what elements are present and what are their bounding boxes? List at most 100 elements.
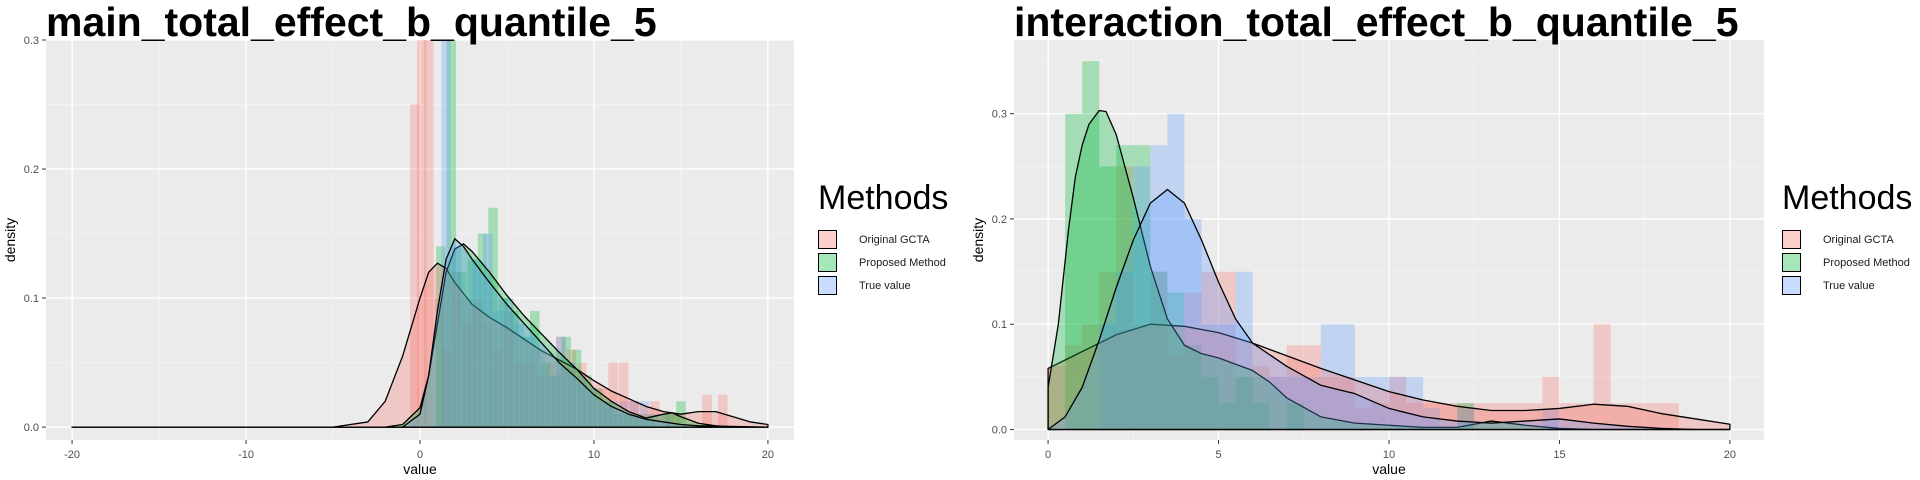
legend-title: Methods [818, 179, 949, 217]
histogram-bar [1082, 61, 1100, 430]
histogram-bar [462, 298, 472, 428]
legend-key [818, 253, 837, 272]
histogram-bar [535, 349, 545, 428]
histogram-bar [1406, 403, 1424, 430]
histogram-bar [540, 362, 551, 428]
x-tick-label: 0 [1045, 449, 1051, 461]
legend-label: Proposed Method [1823, 256, 1910, 269]
histogram-bar [1457, 403, 1475, 430]
histogram-bar [1201, 271, 1219, 430]
histogram-bar [1184, 345, 1202, 430]
histogram-bar [597, 401, 608, 428]
histogram-bar [639, 414, 650, 428]
histogram-bar [514, 362, 524, 428]
histogram-bar [1218, 403, 1236, 430]
histogram-bar [503, 298, 514, 428]
histogram-bar [1099, 324, 1117, 430]
histogram-bar [545, 362, 556, 428]
y-tick-label: 0.2 [992, 214, 1007, 226]
histogram-bar [483, 323, 493, 428]
legend-label: Proposed Method [859, 256, 946, 269]
histogram-bar [441, 40, 451, 428]
histogram-bar [519, 336, 530, 428]
histogram-bar [441, 349, 451, 428]
histogram-bar [1286, 403, 1304, 430]
histogram-bar [603, 401, 613, 428]
histogram-bar [1048, 366, 1066, 430]
histogram-bar [582, 375, 592, 428]
histogram-bar [608, 401, 618, 428]
histogram-bar [493, 349, 504, 428]
histogram-bar [1099, 166, 1117, 430]
histogram-bar [587, 388, 597, 428]
histogram-bar [1661, 403, 1679, 430]
histogram-bar [556, 336, 566, 428]
y-tick-label: 0.3 [992, 109, 1007, 121]
histogram-bar [566, 349, 577, 428]
y-tick-label: 0.0 [24, 422, 39, 434]
legend-label: Original GCTA [1823, 233, 1894, 246]
histogram-bar [597, 388, 608, 428]
histogram-bar [467, 259, 477, 428]
densities [71, 238, 769, 428]
histogram-bar [451, 246, 462, 428]
histogram-bar [1065, 113, 1083, 430]
histogram-bar [571, 349, 582, 428]
histogram-bar [530, 310, 540, 428]
histogram-bar [472, 298, 483, 428]
legend-key [1782, 230, 1801, 249]
histogram-bar [608, 362, 618, 428]
histogram-bar [1610, 403, 1628, 430]
histogram-bar [1354, 376, 1372, 430]
histogram-bar [1235, 271, 1253, 430]
histogram-bar [1593, 324, 1611, 430]
histogram-bar [1235, 376, 1253, 430]
histogram-bar [576, 375, 587, 428]
legend-label: True value [859, 279, 911, 292]
histogram-bar [416, 40, 427, 428]
histogram-bar [1457, 403, 1475, 430]
density-curve [71, 262, 769, 428]
histogram-bar [514, 323, 524, 428]
histogram-bar [1542, 376, 1560, 430]
histogram-bar [498, 298, 509, 428]
histogram-bar [1423, 408, 1441, 430]
x-tick-label: -20 [64, 449, 80, 461]
histogram-bar [1252, 376, 1270, 430]
histogram-bar [1201, 376, 1219, 430]
y-tick-label: 0.1 [24, 293, 39, 305]
histogram-bar [436, 246, 446, 428]
histogram-bar [545, 375, 556, 428]
chart-title: interaction_total_effect_b_quantile_5 [1014, 0, 1739, 45]
histogram-bar [1150, 271, 1168, 430]
legend-item-true-value: True value [818, 274, 958, 297]
histogram-bar [660, 414, 671, 428]
histogram-bar [1320, 376, 1338, 430]
histogram-bar [434, 298, 444, 428]
histogram-bar [1184, 218, 1202, 430]
histogram-bar [1508, 403, 1526, 430]
legend: Methods Original GCTA Proposed Method Tr… [818, 178, 958, 297]
y-tick-label: 0.2 [24, 164, 39, 176]
legend-key [1782, 253, 1801, 272]
legend-key [1782, 276, 1801, 295]
histogram-bar [493, 310, 504, 428]
histogram-bar [446, 40, 457, 428]
histogram-bar [423, 40, 434, 428]
histogram-bar [566, 362, 577, 428]
histogram-bar [613, 414, 624, 428]
histogram-bar [451, 272, 462, 428]
histogram-bar [1133, 324, 1151, 430]
histogram-bar [1269, 376, 1287, 430]
histogram-bar [1457, 408, 1475, 430]
legend-label: Original GCTA [859, 233, 930, 246]
histogram-bar [1252, 366, 1270, 430]
chart-canvas-main: -20 -10 0 10 20 0.0 0.1 0.2 0.3 value density [2, 35, 794, 477]
histogram-bar [665, 414, 676, 428]
histogram-bar [587, 388, 597, 428]
histogram-bar [1235, 376, 1253, 430]
y-tick-label: 0.1 [992, 319, 1007, 331]
histogram-bar [1252, 403, 1270, 430]
histogram-bar [634, 414, 644, 428]
y-tick-label: 0.0 [992, 424, 1007, 436]
